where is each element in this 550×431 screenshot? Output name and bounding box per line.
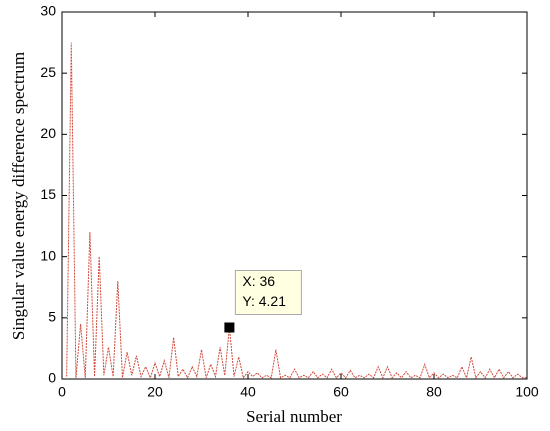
y-tick-label: 10 [40,247,56,263]
x-tick-label: 60 [333,384,349,400]
plot-area [61,11,528,380]
y-tick-label: 5 [48,309,56,325]
x-tick-label: 0 [58,384,66,400]
y-tick-label: 20 [40,125,56,141]
y-tick-label: 15 [40,186,56,202]
x-axis-label: Serial number [246,407,342,426]
datatip-y: Y: 4.21 [242,293,286,309]
data-line [66,42,527,380]
datatip-box [234,269,302,315]
y-axis-label: Singular value energy difference spectru… [9,52,28,340]
y-tick-label: 0 [48,370,56,386]
datatip-marker [224,322,235,333]
x-tick-label: 20 [147,384,163,400]
x-tick-label: 100 [515,384,539,400]
x-tick-label: 80 [426,384,442,400]
y-tick-label: 30 [40,3,56,19]
datatip-x: X: 36 [242,273,275,289]
y-tick-label: 25 [40,64,56,80]
x-tick-label: 40 [240,384,256,400]
